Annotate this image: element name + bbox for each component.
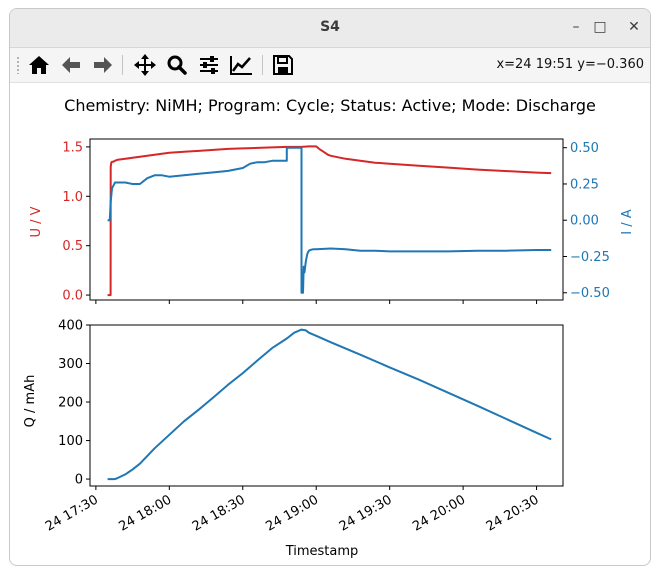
y-tick-label-bottom: 100 [58,434,83,449]
configure-subplots-icon[interactable] [196,53,222,77]
bottom-axes-frame [89,324,564,487]
home-icon[interactable] [26,53,52,77]
y-tick-label-right: −0.25 [570,250,610,265]
y-tick-label-left: 0.5 [62,239,83,254]
toolbar-grip[interactable] [16,56,20,74]
x-tick-label: 24 18:00 [116,492,174,534]
title-bar: S4 – □ ✕ [10,9,650,48]
y-tick-label-right: −0.50 [570,286,610,301]
y-tick-label-right: 0.25 [570,177,599,192]
y-tick-label-left: 1.5 [62,140,83,155]
y-tick-label-bottom: 400 [58,319,83,334]
close-icon[interactable]: ✕ [628,19,640,35]
toolbar: x=24 19:51 y=−0.360 [10,48,650,83]
figure-canvas[interactable]: Chemistry: NiMH; Program: Cycle; Status:… [10,83,650,565]
y-tick-label-left: 1.0 [62,190,83,205]
toolbar-separator [122,55,123,75]
x-tick-label: 24 19:30 [337,492,395,534]
top-axes: 0.0 0.5 1.0 1.5 −0.50 −0.25 0.00 0.25 0.50 [62,138,610,304]
cursor-coordinates: x=24 19:51 y=−0.360 [496,57,644,72]
maximize-icon[interactable]: □ [593,19,607,35]
y-tick-label-right: 0.50 [570,141,599,156]
forward-icon[interactable] [90,53,116,77]
y-tick-label-bottom: 300 [58,357,83,372]
top-axes-frame [89,138,564,301]
y-axis-label-bottom: Q / mAh [23,375,38,428]
y-tick-label-right: 0.00 [570,214,599,229]
chart-title: Chemistry: NiMH; Program: Cycle; Status:… [64,96,596,115]
x-tick-label: 24 17:30 [43,492,101,534]
y-axis-label-left: U / V [29,206,44,237]
bottom-axes: 0 100 200 300 400 24 17:30 24 18:00 24 18:30 24 … [43,319,564,535]
back-icon[interactable] [58,53,84,77]
charge-series-line [107,328,552,481]
toolbar-separator [262,55,263,75]
y-tick-label-bottom: 0 [75,473,83,488]
edit-axis-icon[interactable] [228,53,254,77]
save-icon[interactable] [270,53,296,77]
y-tick-label-left: 0.0 [62,289,83,304]
current-series-line [107,146,552,294]
x-tick-label: 24 20:30 [484,492,542,534]
x-axis-label: Timestamp [285,544,359,559]
pan-icon[interactable] [132,53,158,77]
x-tick-label: 24 18:30 [190,492,248,534]
y-tick-label-bottom: 200 [58,396,83,411]
minimize-icon[interactable]: – [572,19,580,35]
x-tick-label: 24 19:00 [263,492,321,534]
figure-svg: Chemistry: NiMH; Program: Cycle; Status:… [23,96,635,559]
app-window: S4 – □ ✕ x=24 19:51 y=−0.3 [9,8,651,566]
voltage-series-line [107,145,552,297]
x-tick-label: 24 20:00 [410,492,468,534]
zoom-icon[interactable] [164,53,190,77]
y-axis-label-right: I / A [620,209,635,234]
window-title: S4 [320,19,340,35]
